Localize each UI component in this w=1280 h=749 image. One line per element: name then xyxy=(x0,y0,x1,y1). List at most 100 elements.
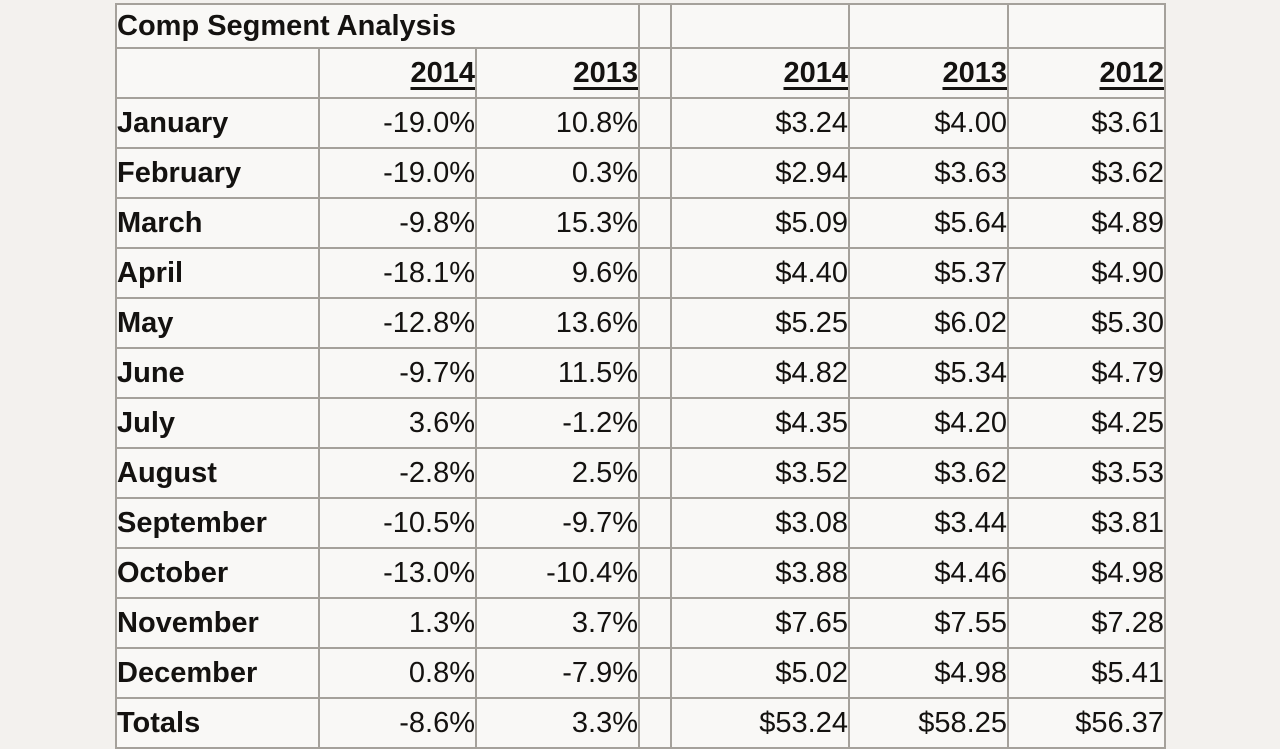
usd-2014-cell: $5.25 xyxy=(670,297,850,349)
usd-2012-cell: $3.61 xyxy=(1007,97,1166,149)
pct-2013-cell: 3.3% xyxy=(475,697,640,749)
month-cell: March xyxy=(115,197,320,249)
table-row: November 1.3% 3.7% $7.65 $7.55 $7.28 xyxy=(115,597,1166,649)
spacer-cell xyxy=(638,547,672,599)
table-row: December 0.8% -7.9% $5.02 $4.98 $5.41 xyxy=(115,647,1166,699)
comp-segment-table: Comp Segment Analysis 2014 2013 2014 201… xyxy=(115,3,1166,749)
pct-2013-cell: -7.9% xyxy=(475,647,640,699)
usd-2013-cell: $5.37 xyxy=(848,247,1009,299)
spacer-cell xyxy=(638,647,672,699)
month-cell: August xyxy=(115,447,320,499)
header-row: 2014 2013 2014 2013 2012 xyxy=(115,47,1166,99)
spacer-cell xyxy=(638,497,672,549)
usd-2012-cell: $4.98 xyxy=(1007,547,1166,599)
spacer-cell xyxy=(638,397,672,449)
usd-2013-cell: $3.62 xyxy=(848,447,1009,499)
spacer-cell xyxy=(638,47,672,99)
usd-2013-cell: $3.63 xyxy=(848,147,1009,199)
usd-2014-cell: $4.40 xyxy=(670,247,850,299)
pct-2013-cell: 10.8% xyxy=(475,97,640,149)
header-usd-2012: 2012 xyxy=(1007,47,1166,99)
table-row: January -19.0% 10.8% $3.24 $4.00 $3.61 xyxy=(115,97,1166,149)
spacer-cell xyxy=(638,97,672,149)
empty-cell xyxy=(848,3,1009,49)
table-row: September -10.5% -9.7% $3.08 $3.44 $3.81 xyxy=(115,497,1166,549)
usd-2013-cell: $7.55 xyxy=(848,597,1009,649)
pct-2014-cell: -10.5% xyxy=(318,497,477,549)
table-row: April -18.1% 9.6% $4.40 $5.37 $4.90 xyxy=(115,247,1166,299)
month-cell: Totals xyxy=(115,697,320,749)
table-title: Comp Segment Analysis xyxy=(115,3,640,49)
spacer-cell xyxy=(638,597,672,649)
spacer-cell xyxy=(638,297,672,349)
pct-2013-cell: 11.5% xyxy=(475,347,640,399)
spacer-cell xyxy=(638,447,672,499)
usd-2013-cell: $5.34 xyxy=(848,347,1009,399)
header-pct-2014: 2014 xyxy=(318,47,477,99)
table-row: June -9.7% 11.5% $4.82 $5.34 $4.79 xyxy=(115,347,1166,399)
usd-2013-cell: $6.02 xyxy=(848,297,1009,349)
usd-2012-cell: $7.28 xyxy=(1007,597,1166,649)
usd-2014-cell: $5.02 xyxy=(670,647,850,699)
pct-2013-cell: -9.7% xyxy=(475,497,640,549)
pct-2013-cell: 0.3% xyxy=(475,147,640,199)
pct-2014-cell: 0.8% xyxy=(318,647,477,699)
pct-2014-cell: -9.8% xyxy=(318,197,477,249)
usd-2013-cell: $4.00 xyxy=(848,97,1009,149)
usd-2013-cell: $5.64 xyxy=(848,197,1009,249)
usd-2012-cell: $4.89 xyxy=(1007,197,1166,249)
month-cell: October xyxy=(115,547,320,599)
month-cell: July xyxy=(115,397,320,449)
month-cell: April xyxy=(115,247,320,299)
month-cell: May xyxy=(115,297,320,349)
usd-2013-cell: $4.98 xyxy=(848,647,1009,699)
usd-2012-cell: $5.30 xyxy=(1007,297,1166,349)
pct-2013-cell: 2.5% xyxy=(475,447,640,499)
usd-2012-cell: $4.25 xyxy=(1007,397,1166,449)
table-row: February -19.0% 0.3% $2.94 $3.63 $3.62 xyxy=(115,147,1166,199)
header-pct-2013: 2013 xyxy=(475,47,640,99)
spacer-cell xyxy=(638,197,672,249)
pct-2013-cell: 15.3% xyxy=(475,197,640,249)
month-cell: June xyxy=(115,347,320,399)
usd-2014-cell: $3.08 xyxy=(670,497,850,549)
pct-2014-cell: -19.0% xyxy=(318,147,477,199)
usd-2014-cell: $3.24 xyxy=(670,97,850,149)
header-usd-2013: 2013 xyxy=(848,47,1009,99)
pct-2013-cell: 9.6% xyxy=(475,247,640,299)
usd-2012-cell: $4.90 xyxy=(1007,247,1166,299)
table-row: October -13.0% -10.4% $3.88 $4.46 $4.98 xyxy=(115,547,1166,599)
pct-2014-cell: -8.6% xyxy=(318,697,477,749)
spacer-cell xyxy=(638,697,672,749)
month-cell: November xyxy=(115,597,320,649)
table-body: January -19.0% 10.8% $3.24 $4.00 $3.61 F… xyxy=(115,97,1166,749)
spacer-cell xyxy=(638,247,672,299)
table-row: May -12.8% 13.6% $5.25 $6.02 $5.30 xyxy=(115,297,1166,349)
usd-2014-cell: $4.82 xyxy=(670,347,850,399)
spacer-cell xyxy=(638,147,672,199)
empty-cell xyxy=(115,47,320,99)
usd-2014-cell: $5.09 xyxy=(670,197,850,249)
pct-2014-cell: -18.1% xyxy=(318,247,477,299)
month-cell: December xyxy=(115,647,320,699)
usd-2014-cell: $3.88 xyxy=(670,547,850,599)
table-row: Totals -8.6% 3.3% $53.24 $58.25 $56.37 xyxy=(115,697,1166,749)
month-cell: February xyxy=(115,147,320,199)
spacer-cell xyxy=(638,347,672,399)
usd-2013-cell: $4.46 xyxy=(848,547,1009,599)
pct-2014-cell: 1.3% xyxy=(318,597,477,649)
table-row: March -9.8% 15.3% $5.09 $5.64 $4.89 xyxy=(115,197,1166,249)
pct-2013-cell: 13.6% xyxy=(475,297,640,349)
usd-2012-cell: $3.62 xyxy=(1007,147,1166,199)
usd-2012-cell: $3.81 xyxy=(1007,497,1166,549)
usd-2013-cell: $4.20 xyxy=(848,397,1009,449)
usd-2014-cell: $53.24 xyxy=(670,697,850,749)
pct-2014-cell: 3.6% xyxy=(318,397,477,449)
usd-2012-cell: $3.53 xyxy=(1007,447,1166,499)
empty-cell xyxy=(1007,3,1166,49)
header-usd-2014: 2014 xyxy=(670,47,850,99)
pct-2014-cell: -12.8% xyxy=(318,297,477,349)
usd-2012-cell: $56.37 xyxy=(1007,697,1166,749)
usd-2013-cell: $3.44 xyxy=(848,497,1009,549)
pct-2014-cell: -2.8% xyxy=(318,447,477,499)
